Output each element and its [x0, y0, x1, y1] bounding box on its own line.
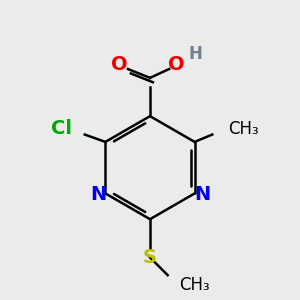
Text: Cl: Cl — [50, 119, 71, 138]
Text: CH₃: CH₃ — [179, 276, 210, 294]
Text: CH₃: CH₃ — [229, 120, 259, 138]
Text: S: S — [143, 248, 157, 267]
Text: O: O — [111, 55, 128, 74]
Text: N: N — [90, 185, 106, 204]
Text: N: N — [194, 185, 210, 204]
Text: O: O — [168, 55, 185, 74]
Text: H: H — [189, 45, 202, 63]
